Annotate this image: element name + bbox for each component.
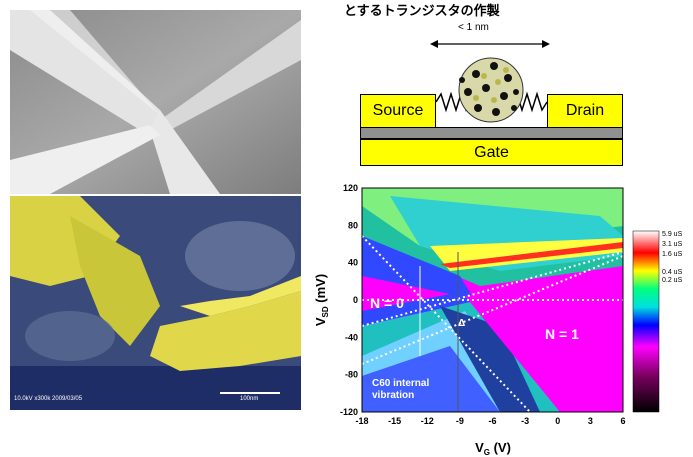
- x-tick-label: 0: [555, 416, 560, 426]
- sem-image-electrodes: [10, 10, 301, 194]
- x-tick-label: 6: [620, 416, 625, 426]
- y-tick-label: -120: [340, 407, 358, 417]
- source-electrode: Source: [360, 94, 436, 128]
- colorbar-label: 0.2 uS: [662, 277, 683, 284]
- y-tick-label: 80: [348, 220, 358, 230]
- x-tick-label: -9: [456, 416, 464, 426]
- delta-label: Δ: [458, 318, 465, 329]
- x-tick-label: -15: [388, 416, 401, 426]
- sem-scale-label: 100nm: [240, 396, 259, 402]
- sem-scale-bar: [220, 392, 280, 394]
- vibration-label-line2: vibration: [372, 390, 414, 401]
- colorbar-label: 1.6 uS: [662, 251, 683, 258]
- drain-electrode: Drain: [547, 94, 623, 128]
- y-tick-label: -80: [345, 370, 358, 380]
- x-tick-label: 3: [588, 416, 593, 426]
- x-tick-label: -18: [355, 416, 368, 426]
- gap-arrow: [430, 40, 550, 48]
- y-axis-ticks: 120 80 40 0 -40 -80 -120: [340, 183, 358, 417]
- sem-caption: 10.0kV x300k 2009/03/05: [14, 396, 83, 402]
- y-tick-label: 40: [348, 258, 358, 268]
- region-label-n1: N = 1: [545, 326, 579, 342]
- y-tick-label: 0: [353, 295, 358, 305]
- colorbar: [632, 230, 660, 413]
- x-axis-title: VG (V): [475, 440, 511, 457]
- x-tick-label: -3: [521, 416, 529, 426]
- gate-electrode: Gate: [360, 139, 623, 166]
- gate-oxide-layer: [360, 127, 623, 139]
- stability-diagram-chart: N = 0 N = 1 Δ C60 internal vibration -18…: [313, 183, 683, 457]
- colorbar-label: 3.1 uS: [662, 241, 683, 248]
- c60-molecule: [436, 57, 547, 123]
- slide-heading: とするトランジスタの作製: [344, 3, 500, 18]
- y-tick-label: 120: [343, 183, 358, 193]
- sem-image-junction: [10, 196, 301, 410]
- colorbar-label: 5.9 uS: [662, 231, 683, 238]
- x-axis-ticks: -18 -15 -12 -9 -6 -3 0 3 6: [355, 416, 625, 426]
- vibration-label-line1: C60 internal: [372, 378, 429, 389]
- y-axis-title: VSD (mV): [313, 274, 330, 326]
- colorbar-label: 0.4 uS: [662, 269, 683, 276]
- region-label-n0: N = 0: [370, 295, 404, 311]
- y-tick-label: -40: [345, 332, 358, 342]
- x-tick-label: -12: [421, 416, 434, 426]
- colorbar-labels: 5.9 uS 3.1 uS 1.6 uS 0.4 uS0.2 uS: [662, 231, 683, 284]
- x-tick-label: -6: [488, 416, 496, 426]
- gap-label: < 1 nm: [458, 22, 489, 33]
